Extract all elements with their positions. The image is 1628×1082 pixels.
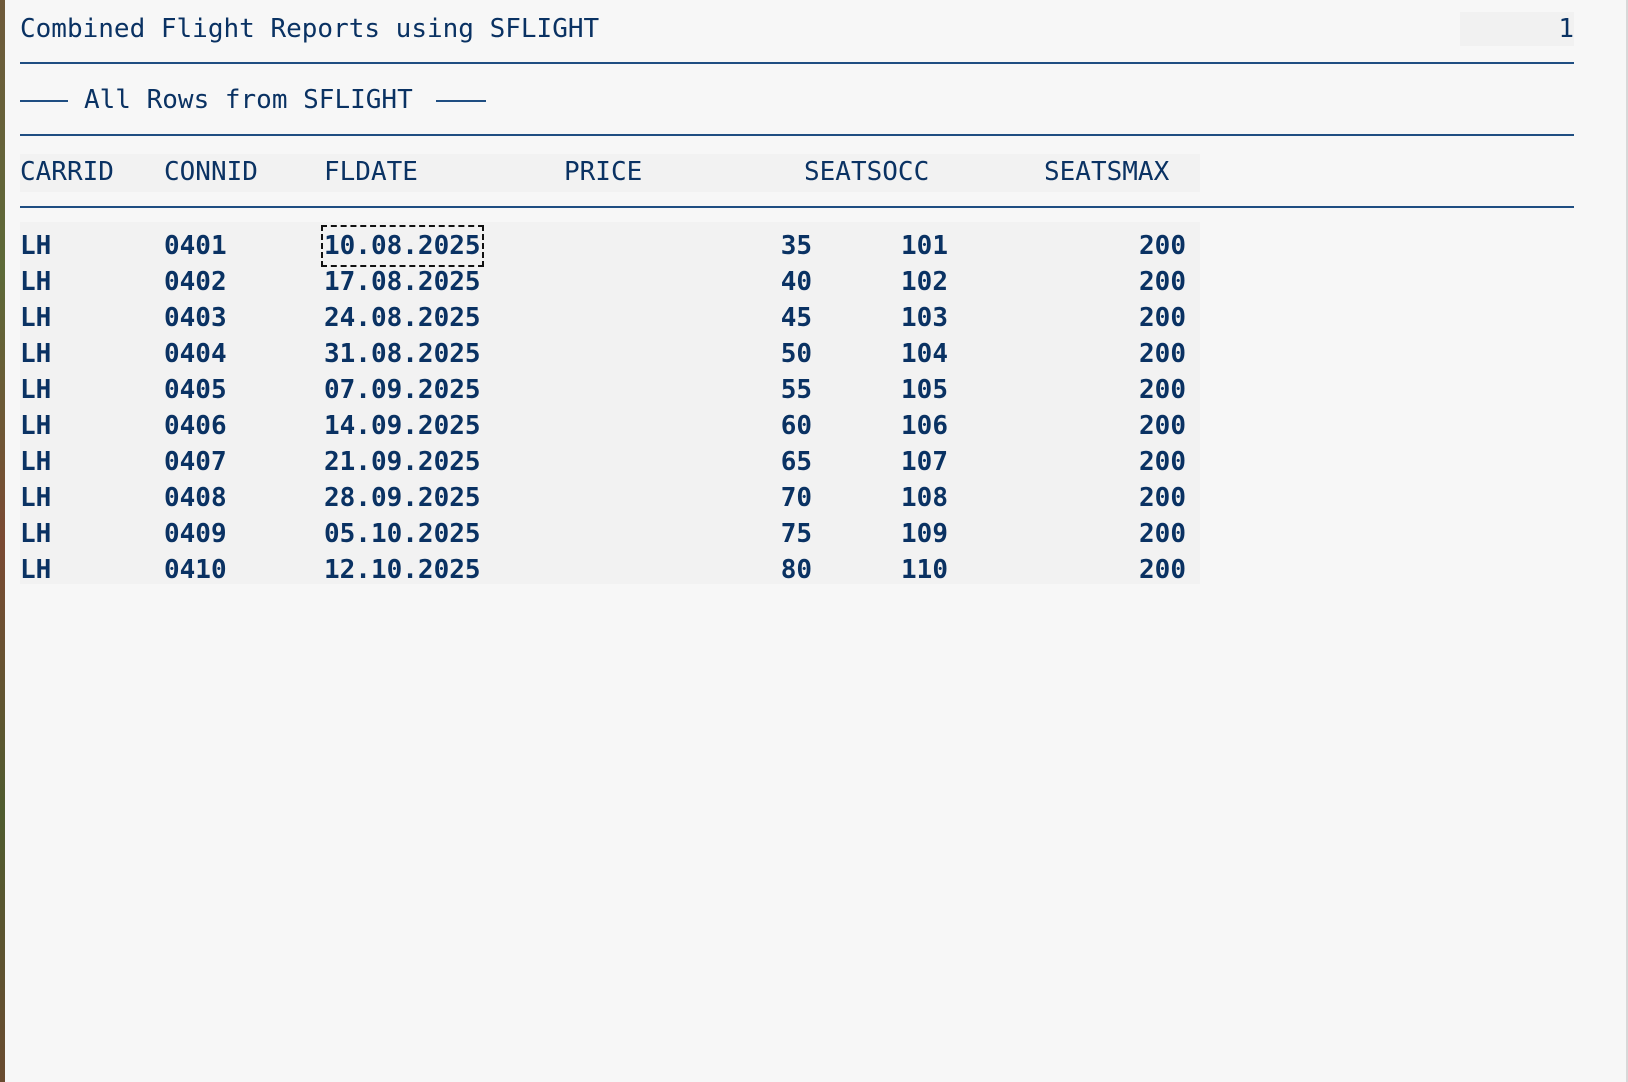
table-row[interactable]: LH 0408 28.09.2025 70 108 200 bbox=[20, 480, 1200, 516]
header-divider bbox=[20, 206, 1574, 208]
cell-price[interactable]: 70 bbox=[780, 483, 812, 513]
cell-connid[interactable]: 0409 bbox=[164, 519, 227, 549]
table-row[interactable]: LH 0407 21.09.2025 65 107 200 bbox=[20, 444, 1200, 480]
cell-price[interactable]: 80 bbox=[780, 555, 812, 585]
cell-fldate[interactable]: 05.10.2025 bbox=[324, 519, 481, 549]
cell-carrid[interactable]: LH bbox=[20, 411, 52, 441]
cell-carrid[interactable]: LH bbox=[20, 519, 52, 549]
column-header-fldate: FLDATE bbox=[324, 157, 418, 187]
section-line-right bbox=[436, 100, 486, 102]
table-row[interactable]: LH 0402 17.08.2025 40 102 200 bbox=[20, 264, 1200, 300]
cell-carrid[interactable]: LH bbox=[20, 375, 52, 405]
cell-seatsmax[interactable]: 200 bbox=[1139, 303, 1186, 333]
cell-fldate[interactable]: 28.09.2025 bbox=[324, 483, 481, 513]
title-divider bbox=[20, 62, 1574, 64]
cell-price[interactable]: 65 bbox=[780, 447, 812, 477]
page-number: 1 bbox=[1558, 14, 1574, 44]
cell-price[interactable]: 45 bbox=[780, 303, 812, 333]
cell-seatsmax[interactable]: 200 bbox=[1139, 447, 1186, 477]
cell-connid[interactable]: 0403 bbox=[164, 303, 227, 333]
cell-carrid[interactable]: LH bbox=[20, 231, 52, 261]
cell-fldate[interactable]: 14.09.2025 bbox=[324, 411, 481, 441]
cell-carrid[interactable]: LH bbox=[20, 555, 52, 585]
table-row[interactable]: LH 0410 12.10.2025 80 110 200 bbox=[20, 552, 1200, 588]
window-right-edge bbox=[1626, 0, 1628, 1082]
cell-seatsocc[interactable]: 105 bbox=[901, 375, 948, 405]
cell-price[interactable]: 60 bbox=[780, 411, 812, 441]
cell-seatsocc[interactable]: 107 bbox=[901, 447, 948, 477]
column-header-seatsmax: SEATSMAX bbox=[1044, 157, 1170, 187]
cell-seatsmax[interactable]: 200 bbox=[1139, 375, 1186, 405]
column-header-carrid: CARRID bbox=[20, 157, 114, 187]
table-row[interactable]: LH 0404 31.08.2025 50 104 200 bbox=[20, 336, 1200, 372]
cell-seatsmax[interactable]: 200 bbox=[1139, 339, 1186, 369]
cell-price[interactable]: 35 bbox=[780, 231, 812, 261]
section-divider bbox=[20, 134, 1574, 136]
page-number-field: 1 bbox=[1460, 12, 1574, 46]
cell-price[interactable]: 55 bbox=[780, 375, 812, 405]
cell-fldate-focused[interactable]: 10.08.2025 bbox=[321, 225, 484, 267]
table-row[interactable]: LH 0403 24.08.2025 45 103 200 bbox=[20, 300, 1200, 336]
cell-seatsocc[interactable]: 104 bbox=[901, 339, 948, 369]
cell-seatsocc[interactable]: 102 bbox=[901, 267, 948, 297]
cell-connid[interactable]: 0402 bbox=[164, 267, 227, 297]
cell-carrid[interactable]: LH bbox=[20, 483, 52, 513]
cell-fldate[interactable]: 24.08.2025 bbox=[324, 303, 481, 333]
table-row[interactable]: LH 0405 07.09.2025 55 105 200 bbox=[20, 372, 1200, 408]
cell-seatsmax[interactable]: 200 bbox=[1139, 555, 1186, 585]
table-row[interactable]: LH 0406 14.09.2025 60 106 200 bbox=[20, 408, 1200, 444]
column-header-price: PRICE bbox=[564, 157, 643, 187]
table-row[interactable]: LH 0409 05.10.2025 75 109 200 bbox=[20, 516, 1200, 552]
report-title: Combined Flight Reports using SFLIGHT bbox=[20, 14, 600, 44]
column-header-band bbox=[20, 154, 1200, 192]
table-row[interactable]: LH 0401 10.08.2025 35 101 200 bbox=[20, 225, 1200, 267]
cell-connid[interactable]: 0401 bbox=[164, 231, 227, 261]
cell-fldate[interactable]: 12.10.2025 bbox=[324, 555, 481, 585]
cell-seatsocc[interactable]: 103 bbox=[901, 303, 948, 333]
cell-seatsmax[interactable]: 200 bbox=[1139, 411, 1186, 441]
cell-fldate[interactable]: 17.08.2025 bbox=[324, 267, 481, 297]
cell-seatsocc[interactable]: 109 bbox=[901, 519, 948, 549]
cell-seatsocc[interactable]: 106 bbox=[901, 411, 948, 441]
cell-connid[interactable]: 0408 bbox=[164, 483, 227, 513]
cell-price[interactable]: 50 bbox=[780, 339, 812, 369]
cell-fldate[interactable]: 07.09.2025 bbox=[324, 375, 481, 405]
cell-carrid[interactable]: LH bbox=[20, 339, 52, 369]
cell-connid[interactable]: 0405 bbox=[164, 375, 227, 405]
cell-price[interactable]: 75 bbox=[780, 519, 812, 549]
section-title: All Rows from SFLIGHT bbox=[84, 85, 413, 115]
cell-fldate[interactable]: 21.09.2025 bbox=[324, 447, 481, 477]
cell-connid[interactable]: 0404 bbox=[164, 339, 227, 369]
cell-carrid[interactable]: LH bbox=[20, 303, 52, 333]
cell-connid[interactable]: 0406 bbox=[164, 411, 227, 441]
cell-carrid[interactable]: LH bbox=[20, 267, 52, 297]
cell-connid[interactable]: 0407 bbox=[164, 447, 227, 477]
cell-fldate[interactable]: 31.08.2025 bbox=[324, 339, 481, 369]
cell-price[interactable]: 40 bbox=[780, 267, 812, 297]
cell-seatsocc[interactable]: 108 bbox=[901, 483, 948, 513]
cell-carrid[interactable]: LH bbox=[20, 447, 52, 477]
column-header-connid: CONNID bbox=[164, 157, 258, 187]
cell-seatsmax[interactable]: 200 bbox=[1139, 267, 1186, 297]
column-header-seatsocc: SEATSOCC bbox=[804, 157, 930, 187]
cell-seatsmax[interactable]: 200 bbox=[1139, 483, 1186, 513]
table-body-band bbox=[20, 222, 1200, 584]
cell-seatsocc[interactable]: 101 bbox=[901, 231, 948, 261]
window-left-edge bbox=[0, 0, 5, 1082]
cell-seatsmax[interactable]: 200 bbox=[1139, 231, 1186, 261]
cell-seatsocc[interactable]: 110 bbox=[901, 555, 948, 585]
cell-seatsmax[interactable]: 200 bbox=[1139, 519, 1186, 549]
section-line-left bbox=[20, 100, 68, 102]
cell-connid[interactable]: 0410 bbox=[164, 555, 227, 585]
